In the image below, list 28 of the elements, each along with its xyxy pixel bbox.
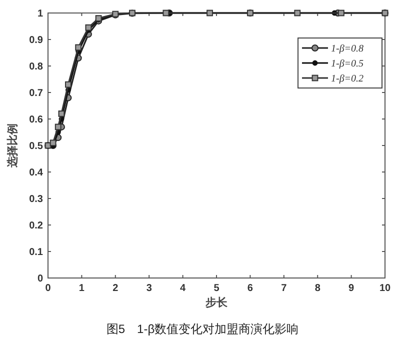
legend-label: 1-β=0.8 bbox=[331, 44, 364, 54]
x-tick-label: 7 bbox=[281, 283, 288, 294]
legend-label: 1-β=0.5 bbox=[331, 58, 364, 70]
x-tick-label: 3 bbox=[146, 283, 152, 294]
y-tick-label: 0.9 bbox=[29, 35, 44, 46]
x-tick-label: 1 bbox=[78, 283, 85, 294]
x-tick-label: 5 bbox=[214, 283, 220, 294]
x-tick-label: 10 bbox=[379, 283, 391, 294]
x-tick-label: 9 bbox=[348, 283, 355, 294]
legend-label: 1-β=0.2 bbox=[331, 74, 364, 84]
y-tick-label: 0.8 bbox=[29, 62, 44, 72]
y-tick-label: 0.2 bbox=[29, 220, 44, 232]
x-tick-label: 4 bbox=[180, 283, 186, 294]
y-tick-label: 0.7 bbox=[29, 88, 44, 99]
y-tick-label: 0.1 bbox=[29, 247, 44, 258]
y-tick-label: 0.6 bbox=[29, 114, 44, 126]
x-axis-title: 步长 bbox=[204, 296, 228, 309]
x-tick-label: 8 bbox=[314, 283, 321, 294]
x-tick-label: 0 bbox=[45, 283, 52, 294]
x-tick-label: 6 bbox=[247, 283, 254, 294]
y-tick-label: 1 bbox=[37, 8, 44, 20]
y-axis-title: 选择比例 bbox=[6, 124, 19, 168]
y-tick-label: 0.3 bbox=[29, 194, 44, 205]
x-tick-label: 2 bbox=[112, 283, 119, 294]
y-tick-label: 0.4 bbox=[29, 168, 44, 178]
y-tick-label: 0 bbox=[37, 274, 44, 284]
caption: 图5 1-β数值变化对加盟商演化影响 bbox=[106, 322, 299, 336]
y-tick-label: 0.5 bbox=[29, 141, 44, 152]
